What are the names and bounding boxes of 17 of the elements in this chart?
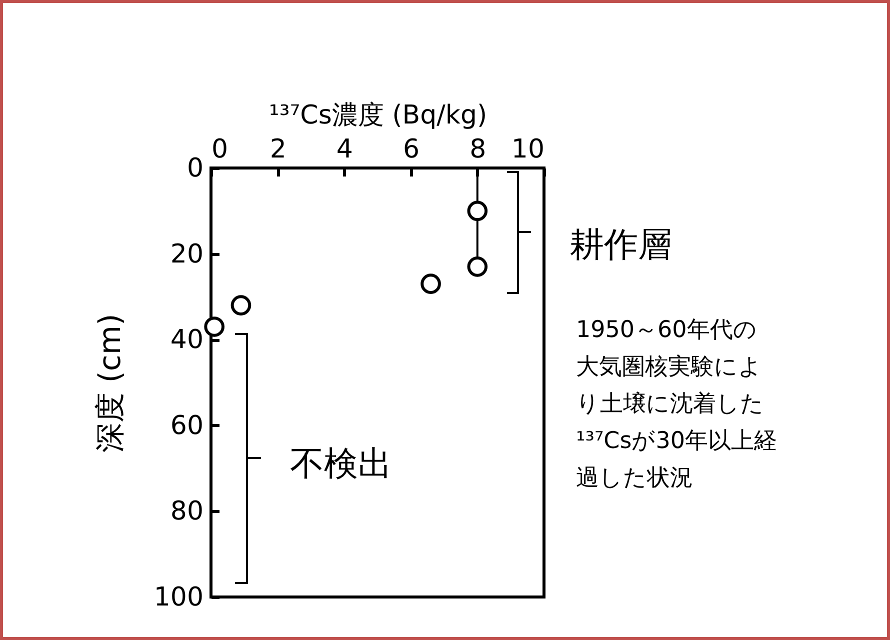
text: 1950～60年代の大気圏核実験により土壌に沈着した¹³⁷Csが30年以上経過した状況 [576, 316, 778, 493]
y-axis-title: 深度 (cm) [92, 314, 128, 452]
text: 耕作層 [570, 224, 672, 267]
x-tick-label: 0 [212, 134, 228, 164]
x-tick-label: 10 [511, 134, 544, 164]
x-axis-title: ¹³⁷Cs濃度 (Bq/kg) [268, 100, 488, 130]
y-tick-label: 40 [170, 325, 204, 356]
y-tick-label: 20 [170, 239, 204, 270]
x-tick-label: 4 [336, 134, 353, 164]
x-tick-label: 6 [403, 134, 420, 164]
y-tick-label: 80 [170, 496, 204, 527]
y-tick-label: 100 [154, 582, 204, 612]
x-tick-label: 8 [470, 134, 486, 164]
y-tick-label: 0 [186, 154, 204, 184]
y-tick-label: 60 [170, 410, 204, 441]
x-tick-label: 2 [270, 134, 286, 164]
annotation: 不検出 [290, 443, 392, 486]
